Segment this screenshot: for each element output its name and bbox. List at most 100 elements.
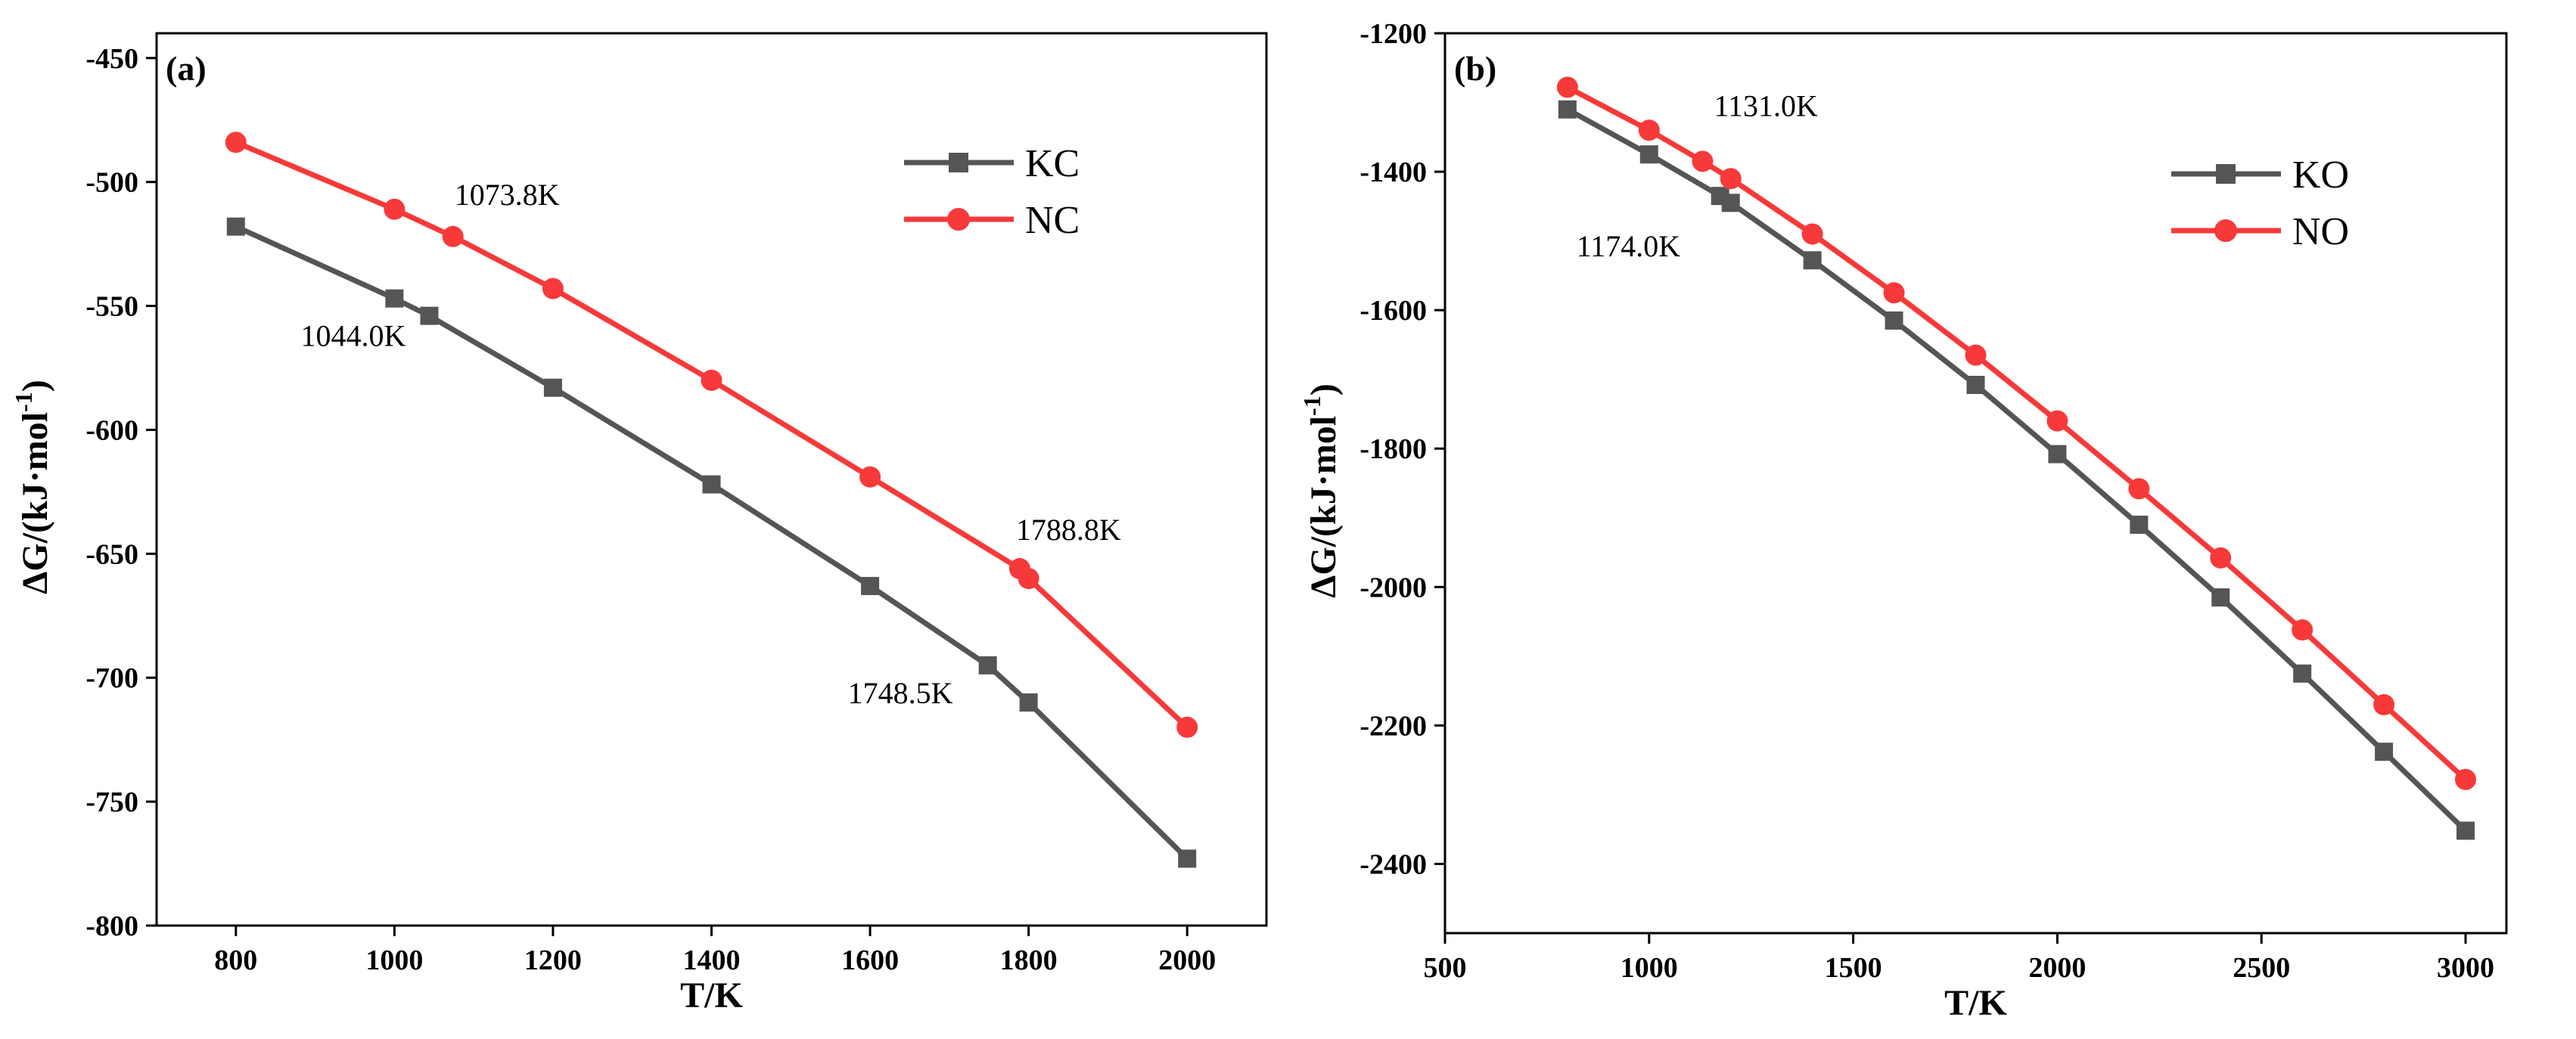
x-tick-label: 2000 [1158, 944, 1216, 976]
y-tick-label: -750 [85, 786, 138, 818]
panel-b-x-axis-title: T/K [1944, 983, 2007, 1023]
data-point-KO [2048, 445, 2067, 464]
legend-marker-KC [949, 153, 968, 172]
data-point-NO [1556, 76, 1578, 98]
data-point-NC [542, 278, 564, 299]
panel-b-y-axis-title-main: ΔG/(kJ·mol [1304, 416, 1344, 598]
panel-b-plot-frame [1443, 32, 2508, 935]
y-tick-label: -550 [85, 291, 138, 323]
panel-b-y-axis-title-sup: -1 [1298, 395, 1325, 416]
x-tick-label: 1600 [841, 944, 899, 976]
annotation-label: 1788.8K [1016, 513, 1121, 547]
data-point-NO [1801, 223, 1823, 245]
annotation-label: 1174.0K [1577, 229, 1681, 263]
x-tick-label: 1000 [365, 944, 423, 976]
annotation-label: 1748.5K [848, 676, 953, 710]
panel-b-y-axis-title: ΔG/(kJ·mol-1) [1298, 383, 1344, 597]
panel-a-y-ticks: -450 -500 -550 -600 -650 -700 -750 -800 [85, 43, 157, 942]
data-point-NO [2046, 410, 2068, 432]
data-point-KO [2211, 588, 2230, 607]
panel-b-label: (b) [1454, 49, 1496, 88]
panel-a-legend: KC NC [904, 142, 1080, 242]
legend-label-NC: NC [1025, 199, 1080, 242]
data-point-NC [859, 466, 881, 488]
panel-b-x-ticks: 500 1000 1500 2000 2500 3000 [1424, 933, 2494, 984]
y-tick-label: -1600 [1359, 295, 1427, 327]
x-tick-label: 3000 [2437, 952, 2494, 984]
annotation-label: 1044.0K [300, 319, 406, 353]
data-point-NO [2373, 693, 2395, 715]
panel-a-label: (a) [166, 49, 207, 88]
y-tick-label: -800 [85, 910, 138, 942]
data-point-KO [1966, 376, 1985, 395]
panel-a-series [225, 132, 1198, 868]
data-point-KC [543, 378, 562, 397]
data-point-KC [702, 475, 721, 494]
data-point-KO [2375, 743, 2394, 761]
data-point-NO [2292, 619, 2313, 641]
data-point-KO [2293, 664, 2312, 683]
y-tick-label: -2200 [1359, 710, 1427, 742]
legend-marker-KO [2216, 164, 2236, 184]
panel-b-chart: (b) 500 1000 1500 2000 2500 3000 -1200-1400-1… [1298, 18, 2508, 1023]
x-tick-label: 1200 [524, 944, 582, 976]
panel-a-y-axis-title-main: ΔG/(kJ·mol [15, 412, 55, 594]
legend-label-KC: KC [1025, 142, 1080, 185]
x-tick-label: 1800 [1000, 944, 1058, 976]
panel-a-x-axis-title: T/K [680, 975, 743, 1016]
panel-b-series [1556, 76, 2477, 840]
panel-a-y-axis-title-sup: -1 [10, 392, 37, 412]
data-point-KO [1803, 251, 1822, 270]
y-tick-label: -2400 [1359, 848, 1427, 880]
data-point-KO [1721, 194, 1740, 212]
y-tick-label: -450 [85, 43, 138, 75]
panel-b-y-ticks: -1200 -1400 -1600 -1800 -2000 -2200 -2400 [1359, 18, 1445, 880]
legend-marker-NC [947, 208, 970, 231]
data-point-NO [2455, 768, 2477, 790]
y-tick-label: -1400 [1359, 157, 1427, 188]
annotation-label: 1131.0K [1714, 88, 1818, 123]
y-tick-label: -650 [85, 538, 138, 570]
data-point-NC [1018, 568, 1039, 590]
panel-a-y-axis-title: ΔG/(kJ·mol-1) [10, 380, 55, 594]
data-point-KO [1885, 311, 1903, 330]
legend-label-NO: NO [2292, 210, 2349, 253]
x-tick-label: 1400 [683, 944, 741, 976]
data-point-NO [1638, 119, 1660, 141]
y-tick-label: -1200 [1359, 18, 1427, 50]
data-point-KC [226, 217, 245, 236]
data-point-KC [1178, 849, 1197, 868]
y-tick-label: -500 [85, 167, 138, 199]
y-tick-label: -700 [85, 662, 138, 694]
data-point-NO [1965, 344, 1987, 366]
data-point-NC [225, 132, 247, 154]
panel-a-chart: (a) 800 1000 1200 1400 1600 1800 2000 -450 -500… [10, 32, 1268, 1016]
data-point-NC [1176, 716, 1198, 738]
data-point-NO [2128, 478, 2150, 500]
y-tick-label: -600 [85, 414, 138, 446]
y-tick-label: -2000 [1359, 572, 1427, 603]
x-tick-label: 2000 [2028, 952, 2086, 984]
panel-b-annotations: 1131.0K 1174.0K [1577, 88, 1818, 263]
y-tick-label: -1800 [1359, 433, 1427, 465]
data-point-KO [2130, 515, 2149, 534]
data-point-KC [420, 306, 439, 325]
data-point-KO [1558, 100, 1577, 119]
data-point-NO [1692, 150, 1714, 172]
panel-a-annotations: 1073.8K 1044.0K 1788.8K 1748.5K [300, 178, 1120, 710]
data-point-NC [442, 225, 464, 247]
data-point-NC [701, 369, 722, 391]
legend-marker-NO [2214, 219, 2237, 242]
data-point-NO [1883, 282, 1905, 304]
data-point-KC [861, 576, 880, 595]
x-tick-label: 1000 [1620, 952, 1678, 984]
x-tick-label: 500 [1424, 952, 1467, 984]
x-tick-label: 800 [214, 944, 257, 976]
data-point-NC [384, 198, 406, 220]
data-point-KO [2456, 821, 2475, 840]
panel-a-x-ticks: 800 1000 1200 1400 1600 1800 2000 [214, 926, 1216, 976]
data-point-NO [1720, 168, 1742, 190]
data-point-KC [1019, 693, 1038, 712]
x-tick-label: 1500 [1825, 952, 1882, 984]
